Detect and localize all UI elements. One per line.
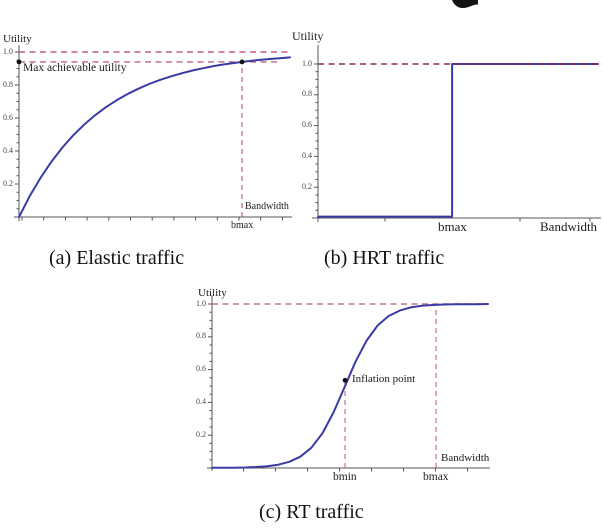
utility-curve [211, 303, 489, 469]
marker-dot [239, 59, 245, 65]
utility-curve [18, 56, 291, 218]
clipped-letter-fragment [452, 0, 478, 9]
marker-dot [342, 377, 348, 383]
marker-dot [16, 59, 22, 65]
utility-curve [317, 63, 599, 218]
